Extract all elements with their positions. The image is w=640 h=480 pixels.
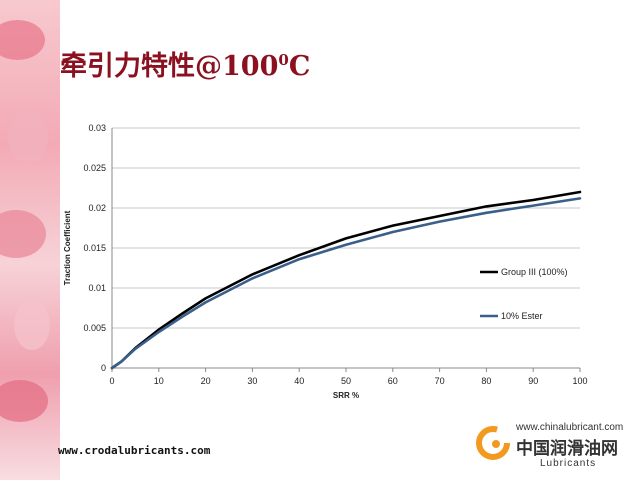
logo-ring-icon [476,426,510,460]
logo-name-en: Lubricants [540,458,597,469]
petal-shape [0,210,46,258]
y-tick-label: 0.02 [88,203,106,213]
y-tick-label: 0.015 [83,243,106,253]
petal-shape [8,110,48,165]
x-tick-label: 40 [294,376,304,386]
petal-shape [0,20,45,60]
y-tick-label: 0 [101,363,106,373]
y-axis-label: Traction Coefficient [63,210,72,285]
x-tick-label: 80 [481,376,491,386]
y-tick-label: 0.025 [83,163,106,173]
y-tick-label: 0.005 [83,323,106,333]
logo-name-cn: 中国润滑油网 [516,439,618,459]
x-tick-label: 30 [247,376,257,386]
x-tick-label: 0 [109,376,114,386]
title-unit: C [288,51,311,82]
series-line-1 [110,190,582,370]
slide-title: 牵引力特性@1000C [60,44,310,83]
x-tick-label: 20 [201,376,211,386]
x-tick-label: 10 [154,376,164,386]
title-text: 牵引力特性@100 [60,51,279,82]
logo-url: www.chinalubricant.com [516,422,624,433]
x-axis-label: SRR % [333,391,359,400]
x-tick-label: 60 [388,376,398,386]
legend-label-2: 10% Ester [501,311,543,321]
title-degree-superscript: 0 [278,51,289,69]
legend-label-1: Group III (100%) [501,267,568,277]
decorative-petal-band [0,0,60,480]
chinalubricant-logo: www.chinalubricant.com 中国润滑油网 Lubricants [470,416,640,476]
x-tick-label: 70 [435,376,445,386]
petal-shape [14,300,50,350]
x-tick-label: 100 [572,376,587,386]
petal-shape [0,380,48,422]
y-tick-label: 0.01 [88,283,106,293]
footer-url: www.crodalubricants.com [58,444,211,457]
x-tick-label: 50 [341,376,351,386]
series-line-2 [110,197,582,370]
y-tick-label: 0.03 [88,123,106,133]
x-tick-label: 90 [528,376,538,386]
